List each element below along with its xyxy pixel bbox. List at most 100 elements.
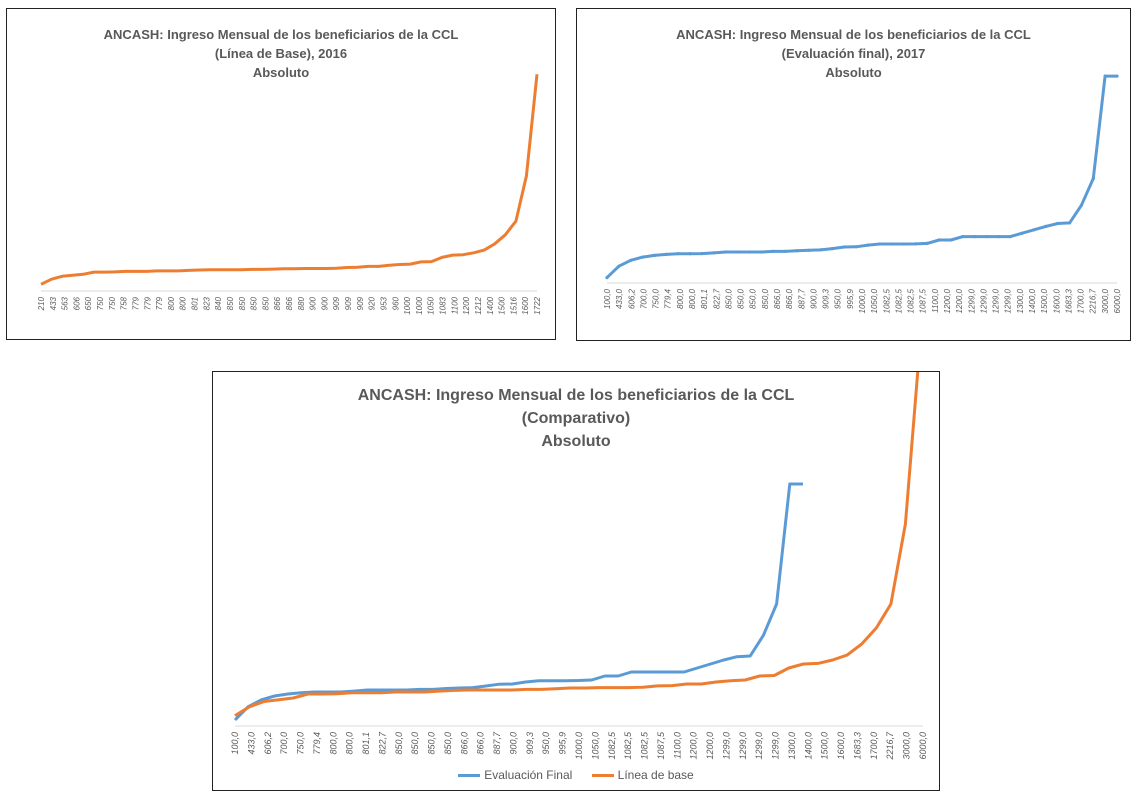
comparative-chart-panel: ANCASH: Ingreso Mensual de los beneficia… [212,371,940,791]
x-tick-label: 650 [84,296,93,310]
data-point [973,235,977,239]
x-tick-label: 758 [120,296,129,310]
x-tick-label: 779 [155,296,164,310]
x-tick-label: 1600 [521,296,530,314]
x-tick-label: 1700,0 [869,732,879,760]
x-tick-label: 1683,3 [1064,288,1073,313]
x-tick-label: 606 [72,296,81,310]
x-tick-label: 850 [261,296,270,310]
data-point [1032,228,1036,232]
data-point [1091,176,1095,181]
x-tick-label: 1683,3 [852,732,862,760]
data-point [925,241,929,245]
data-point [771,249,775,253]
data-point [629,258,633,262]
x-tick-label: 1299,0 [771,732,781,760]
x-tick-label: 1082,5 [623,731,633,760]
x-tick-label: 1299,0 [992,288,1001,313]
series-line [40,74,539,286]
x-tick-label: 1200 [462,296,471,314]
x-tick-label: 1600,0 [1052,288,1061,313]
x-tick-label: 100,0 [603,288,612,309]
x-tick-label: 1050,0 [590,732,600,760]
final-chart-panel: ANCASH: Ingreso Mensual de los beneficia… [576,8,1131,341]
x-tick-label: 1000 [403,296,412,314]
x-tick-label: 1516 [509,296,518,314]
data-point [1115,74,1119,78]
x-tick-label: 950,0 [541,732,551,755]
x-tick-label: 1200,0 [689,732,699,760]
data-point [795,249,799,253]
x-tick-label: 909,3 [822,288,831,309]
chart-title: ANCASH: Ingreso Mensual de los beneficia… [213,384,939,453]
legend-item-baseline: Línea de base [591,768,694,782]
title-line: (Evaluación final), 2017 [781,46,926,61]
x-tick-label: 6000,0 [1113,288,1122,313]
x-tick-label: 779,4 [312,732,322,755]
x-tick-label: 1082,5 [640,731,650,760]
data-point [641,255,645,259]
data-point [961,235,965,239]
x-tick-label: 750,0 [296,732,306,755]
x-tick-label: 433,0 [615,288,624,309]
x-tick-label: 920 [368,296,377,310]
title-line: ANCASH: Ingreso Mensual de los beneficia… [357,387,795,404]
x-tick-label: 606,2 [263,732,273,755]
title-line: ANCASH: Ingreso Mensual de los beneficia… [103,27,459,42]
x-tick-label: 822,7 [712,288,721,309]
x-tick-label: 563 [61,296,70,310]
x-tick-label: 1500 [498,296,507,314]
x-tick-label: 779 [131,296,140,310]
data-point [878,242,882,246]
title-line: Absoluto [541,433,611,450]
x-tick-label: 1083 [439,296,448,314]
data-point [913,242,917,246]
x-tick-label: 850 [226,296,235,310]
x-tick-label: 1299,0 [721,732,731,760]
x-tick-label: 1700,0 [1077,288,1086,313]
x-tick-label: 1082,5 [894,288,903,313]
x-tick-label: 900,0 [809,288,818,309]
x-tick-label: 995,9 [846,288,855,309]
data-point [854,245,858,249]
x-tick-label: 850,0 [724,288,733,309]
x-tick-label: 1212 [474,296,483,314]
x-tick-label: 1200,0 [955,288,964,313]
x-tick-label: 750,0 [652,288,661,309]
x-tick-label: 1600,0 [836,732,846,760]
x-tick-label: 1300,0 [1016,288,1025,313]
final-chart-svg: 100,0 433,0 606,2 700,0 750,0 779,4 800,0 800,0… [603,74,1122,314]
x-tick-label: 1082,5 [882,288,891,313]
data-point [688,252,692,256]
x-tick-label: 1087,5 [656,731,666,760]
x-tick-label: 1500,0 [820,732,830,760]
data-point [984,235,989,239]
x-tick-label: 801 [191,297,200,310]
data-point [735,250,740,254]
x-tick-label: 850,0 [737,288,746,309]
series-line [234,372,920,717]
x-tick-label: 1500,0 [1040,288,1049,313]
x-tick-label: 800 [179,296,188,310]
x-tick-label: 1299,0 [754,732,764,760]
x-tick-label: 950,0 [834,288,843,309]
chart-legend: Evaluación Final Línea de base [213,766,939,782]
x-tick-label: 1100,0 [672,732,682,759]
x-tick-label: 1082,5 [607,731,617,760]
x-tick-label: 433 [49,296,58,310]
title-line: (Comparativo) [521,410,631,427]
data-point [1103,74,1107,78]
x-tick-label: 866,0 [773,288,782,309]
data-point [1056,221,1060,226]
x-tick-label: 2216,7 [1089,288,1098,314]
x-tick-label: 1299,0 [738,732,748,760]
x-tick-label: 1050,0 [870,288,879,313]
data-point [937,238,941,242]
x-tick-label: 1000,0 [858,288,867,313]
x-tick-label: 995,9 [558,732,568,755]
x-tick-label: 822,7 [377,731,387,755]
data-point [664,252,668,256]
x-tick-label: 823 [202,296,211,310]
legend-swatch [458,773,481,777]
data-point [949,238,953,242]
